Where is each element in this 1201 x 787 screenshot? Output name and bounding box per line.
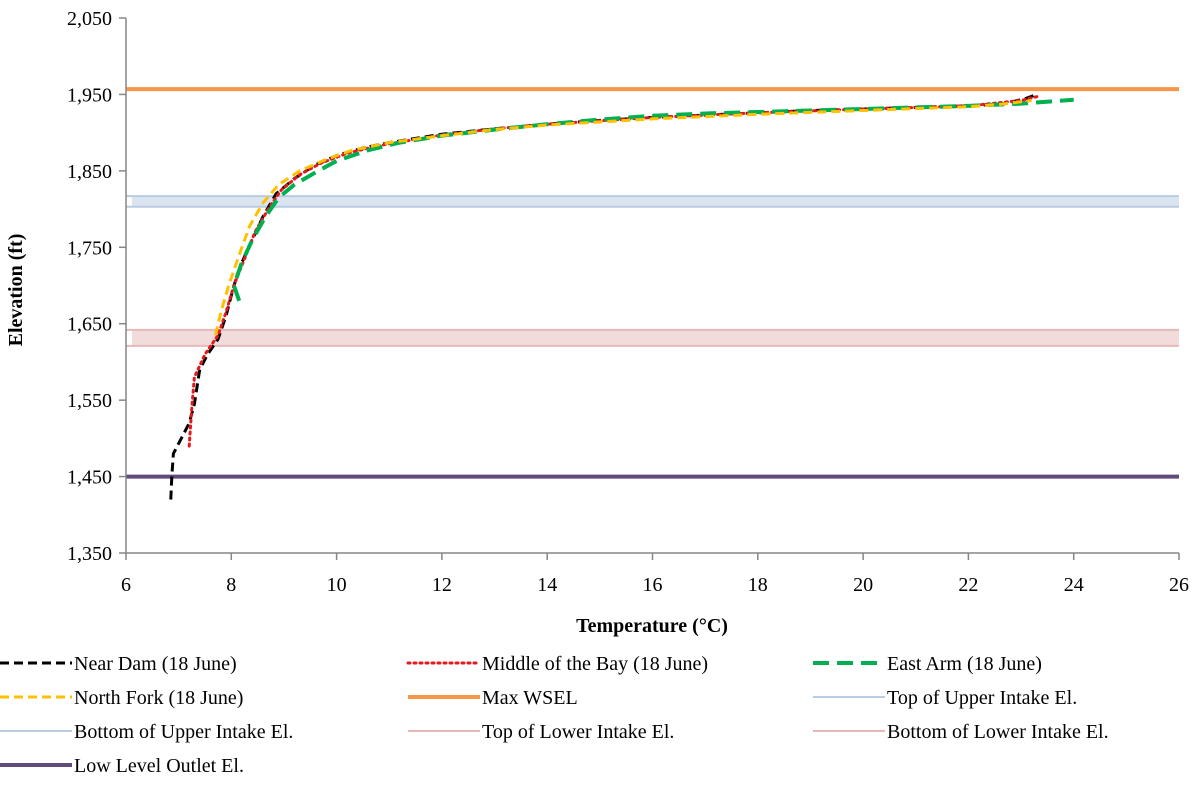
y-tick-label: 1,750 <box>67 237 112 259</box>
y-tick-label: 1,450 <box>67 467 112 489</box>
y-axis-title: Elevation (ft) <box>5 234 27 347</box>
y-tick-label: 1,850 <box>67 161 112 183</box>
x-tick-label: 24 <box>1064 574 1084 596</box>
y-tick-label: 1,650 <box>67 314 112 336</box>
legend-item: Max WSEL <box>408 687 578 709</box>
legend-label: Low Level Outlet El. <box>74 755 244 777</box>
x-axis-title: Temperature (°C) <box>576 615 728 637</box>
x-tick-label: 8 <box>226 574 236 596</box>
legend-item: North Fork (18 June) <box>0 687 243 709</box>
legend-item: Near Dam (18 June) <box>0 653 237 675</box>
legend-label: Top of Upper Intake El. <box>887 687 1077 709</box>
x-tick-label: 26 <box>1169 574 1189 596</box>
series-line-1 <box>187 94 1041 448</box>
x-tick-label: 14 <box>537 574 557 596</box>
y-tick-label: 1,350 <box>67 543 112 565</box>
legend-label: Bottom of Upper Intake El. <box>74 721 293 743</box>
x-tick-label: 6 <box>121 574 131 596</box>
reference-lines <box>126 87 1179 479</box>
x-tick-label: 18 <box>748 574 768 596</box>
y-tick-label: 1,550 <box>67 390 112 412</box>
intake-band-0 <box>132 196 1179 207</box>
axes <box>125 18 1179 554</box>
legend-item: Bottom of Lower Intake El. <box>813 721 1109 743</box>
legend-item: Low Level Outlet El. <box>0 755 244 777</box>
legend-item: Top of Lower Intake El. <box>408 721 674 743</box>
legend-label: Max WSEL <box>482 687 578 709</box>
y-axis-ticks: 1,350 1,450 1,550 1,650 1,750 1,850 1,950 2,050 <box>67 8 126 565</box>
legend: Near Dam (18 June) Middle of the Bay (18 … <box>0 653 1109 777</box>
legend-label: Top of Lower Intake El. <box>482 721 674 743</box>
x-tick-label: 16 <box>643 574 663 596</box>
y-tick-label: 1,950 <box>67 84 112 106</box>
legend-label: Near Dam (18 June) <box>74 653 237 675</box>
series-line-3 <box>214 99 1032 336</box>
legend-label: North Fork (18 June) <box>74 687 243 709</box>
legend-item: Top of Upper Intake El. <box>813 687 1077 709</box>
intake-band-1 <box>132 329 1179 346</box>
legend-label: Bottom of Lower Intake El. <box>887 721 1109 743</box>
legend-item: Middle of the Bay (18 June) <box>406 653 708 675</box>
x-tick-label: 22 <box>958 574 978 596</box>
x-axis-ticks: 6 8 10 12 14 16 18 20 22 24 26 <box>121 553 1189 596</box>
legend-item: Bottom of Upper Intake El. <box>0 721 293 743</box>
intake-bands <box>132 196 1179 346</box>
legend-label: Middle of the Bay (18 June) <box>482 653 708 675</box>
x-tick-label: 12 <box>432 574 452 596</box>
series-lines <box>169 92 1074 500</box>
y-tick-label: 2,050 <box>67 8 112 30</box>
legend-item: East Arm (18 June) <box>813 653 1042 675</box>
x-tick-label: 10 <box>327 574 347 596</box>
legend-label: East Arm (18 June) <box>887 653 1042 675</box>
x-tick-label: 20 <box>853 574 873 596</box>
series-line-0 <box>169 92 1038 500</box>
